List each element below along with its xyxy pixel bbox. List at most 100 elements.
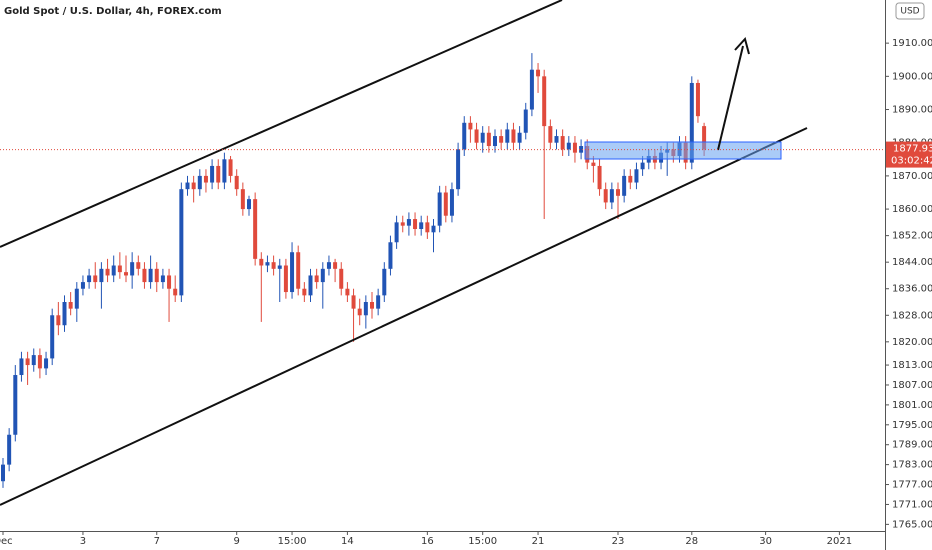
- x-tick-label: 21: [532, 536, 545, 547]
- candle-body: [542, 76, 547, 127]
- candle-body: [456, 149, 461, 190]
- channel-upper: [0, 0, 563, 248]
- candle-body: [136, 262, 141, 269]
- candle-body: [406, 219, 411, 226]
- candle-body: [640, 162, 645, 170]
- candle-body: [296, 252, 301, 289]
- y-tick-label: 1771.00: [892, 499, 932, 510]
- arrow-head: [734, 36, 750, 55]
- candle-body: [566, 142, 571, 150]
- candle-body: [277, 265, 282, 269]
- y-tick-label: 1795.00: [892, 420, 932, 431]
- candle-body: [173, 288, 178, 296]
- candle-body: [31, 355, 36, 366]
- candle-body: [68, 302, 73, 309]
- candle-body: [160, 275, 165, 283]
- candle-body: [357, 308, 362, 316]
- x-tick-label: 16: [421, 536, 434, 547]
- candle-body: [345, 288, 350, 296]
- y-tick-label: 1870.00: [892, 171, 932, 182]
- y-tick-label: 1836.00: [892, 284, 932, 295]
- candle-body: [474, 129, 479, 143]
- candle-body: [486, 132, 491, 147]
- candle-body: [548, 126, 553, 143]
- last-price-box: [886, 141, 932, 168]
- candle-body: [50, 315, 55, 359]
- candle-body: [579, 146, 584, 153]
- candle-body: [197, 175, 202, 190]
- candle-body: [191, 182, 196, 190]
- y-tick-label: 1777.00: [892, 480, 932, 491]
- candle-body: [130, 262, 135, 276]
- candle-body: [240, 189, 245, 210]
- x-tick-label: 30: [759, 536, 772, 547]
- candle-body: [628, 175, 633, 183]
- candle-body: [80, 282, 85, 289]
- support-zone: [584, 141, 782, 160]
- candle-body: [616, 189, 620, 196]
- candle-body: [689, 82, 694, 163]
- candle-body: [419, 222, 424, 229]
- candle-body: [247, 199, 251, 210]
- candle-body: [339, 268, 344, 289]
- candle-body: [222, 159, 227, 183]
- candle-body: [462, 122, 467, 150]
- candle-body: [376, 295, 381, 309]
- candle-body: [505, 129, 510, 143]
- candle-body: [370, 302, 374, 309]
- candle-body: [388, 242, 393, 269]
- candle-body: [124, 272, 128, 276]
- candle-body: [117, 265, 122, 273]
- candle-body: [210, 165, 215, 183]
- candle-body: [560, 136, 565, 150]
- x-tick-label: 7: [154, 536, 160, 547]
- candle-body: [431, 225, 436, 233]
- candle-body: [529, 69, 534, 110]
- candle-body: [216, 165, 221, 183]
- candle-body: [333, 262, 338, 269]
- x-tick-label: Dec: [0, 536, 13, 547]
- candle-body: [1, 464, 5, 482]
- chart-title: Gold Spot / U.S. Dollar, 4h, FOREX.com: [4, 6, 222, 17]
- x-tick-label: 9: [234, 536, 240, 547]
- x-tick-label: 15:00: [468, 536, 497, 547]
- candle-body: [99, 268, 104, 283]
- x-tick-label: 14: [341, 536, 354, 547]
- candle-body: [572, 142, 577, 153]
- candle-body: [105, 268, 110, 276]
- candle-body: [326, 262, 331, 269]
- candle-body: [234, 175, 239, 190]
- y-tick-label: 1852.00: [892, 231, 932, 242]
- candle-body: [554, 136, 559, 143]
- candle-body: [320, 268, 325, 283]
- candle-body: [228, 159, 233, 176]
- candle-body: [468, 122, 473, 130]
- candle-body: [203, 175, 208, 183]
- candle-body: [179, 189, 184, 296]
- candle-body: [74, 288, 79, 309]
- candle-body: [271, 262, 276, 269]
- candle-body: [622, 175, 627, 196]
- candle-body: [499, 136, 504, 143]
- y-tick-label: 1789.00: [892, 440, 932, 451]
- candle-body: [449, 189, 454, 216]
- candle-body: [7, 434, 12, 465]
- candle-body: [111, 265, 116, 276]
- candle-body: [511, 129, 516, 143]
- candle-body: [185, 182, 190, 190]
- candle-body: [25, 358, 30, 366]
- currency-box[interactable]: [895, 2, 925, 20]
- y-tick-label: 1765.00: [892, 519, 932, 530]
- candle-body: [493, 136, 497, 147]
- last-price-label: 1877.93: [893, 144, 932, 155]
- candle-body: [62, 302, 67, 326]
- candle-body: [283, 265, 288, 293]
- candle-body: [597, 165, 602, 190]
- candle-body: [591, 162, 596, 166]
- candle-body: [603, 189, 608, 203]
- x-tick-label: 28: [685, 536, 698, 547]
- currency: USD: [900, 7, 919, 17]
- x-tick-label: 15:00: [278, 536, 307, 547]
